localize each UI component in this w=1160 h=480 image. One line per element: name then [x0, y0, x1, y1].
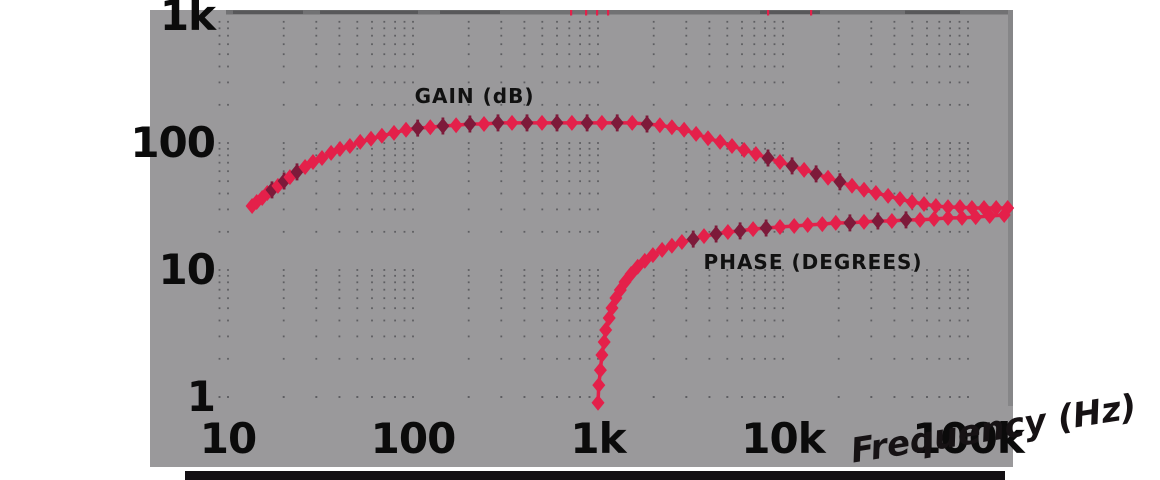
phase-curve-annotation: PHASE (DEGREES) — [703, 249, 923, 274]
x-tick-label-10: 10 — [199, 414, 257, 463]
top-border-red-tick — [585, 10, 588, 16]
y-tick-label-1k: 1k — [159, 0, 216, 40]
top-border-red-tick — [810, 10, 813, 16]
phase-curve-line — [596, 213, 1006, 405]
gain-curve-annotation: GAIN (dB) — [414, 83, 535, 108]
x-tick-label-10k: 10k — [741, 414, 825, 463]
plot-top-border — [226, 10, 1012, 15]
plot-area — [150, 10, 1013, 467]
gain-curve-line — [250, 121, 1010, 210]
phase-curve-markers — [591, 207, 1011, 411]
plot-top-border-dash — [320, 10, 418, 14]
clipped-caption-strip — [185, 471, 1005, 480]
top-border-red-tick — [767, 10, 770, 16]
plot-top-border-dash — [905, 10, 960, 14]
top-border-red-tick — [607, 10, 610, 16]
top-border-red-tick — [570, 10, 573, 16]
gain-curve-markers — [245, 114, 1015, 216]
top-border-red-tick — [596, 10, 599, 16]
x-tick-label-100: 100 — [370, 414, 457, 463]
x-tick-label-100k: 100k — [912, 414, 1025, 463]
plot-top-border-dash — [440, 10, 500, 14]
x-tick-label-1k: 1k — [570, 414, 626, 463]
y-tick-label-1: 1 — [186, 372, 216, 421]
grid-dots — [218, 20, 969, 398]
plot-top-border-dash — [233, 10, 303, 14]
y-tick-label-10: 10 — [158, 245, 216, 294]
y-tick-label-100: 100 — [130, 118, 216, 167]
plot-top-border-dash — [760, 10, 820, 14]
